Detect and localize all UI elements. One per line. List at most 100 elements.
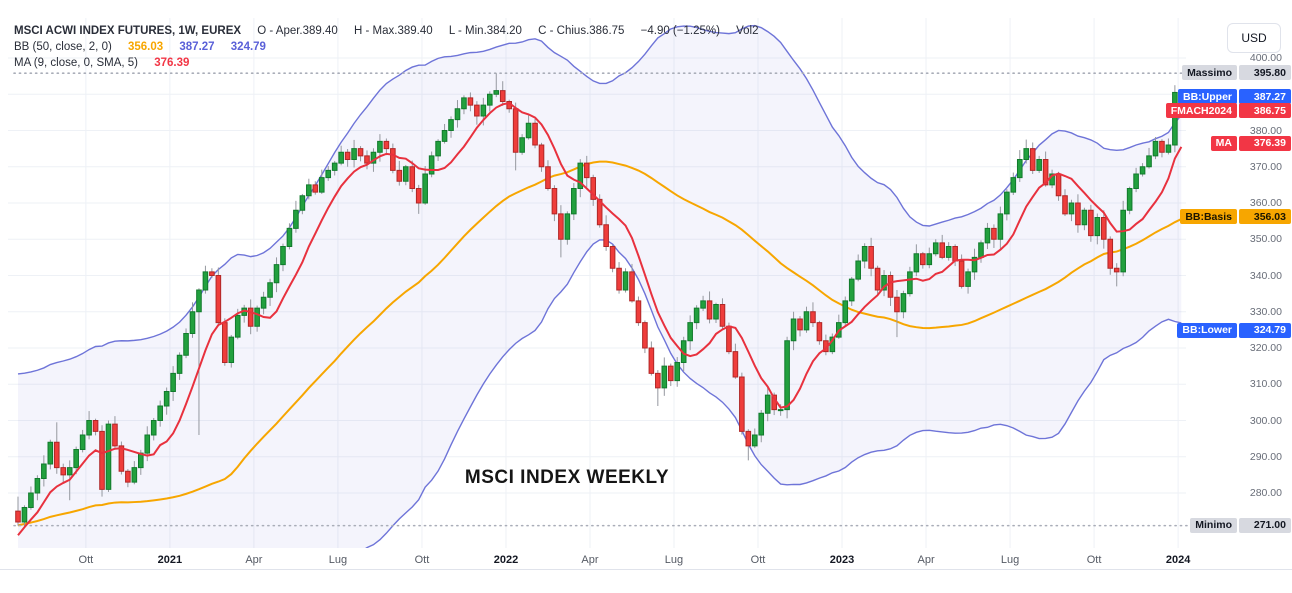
candle[interactable] [1172,91,1178,146]
candle[interactable] [454,108,461,121]
candle[interactable] [1100,217,1107,240]
candle[interactable] [474,104,480,117]
candle[interactable] [99,430,105,490]
candle[interactable] [571,188,577,215]
candle[interactable] [254,307,260,327]
time-label-month[interactable]: Ott [414,554,430,566]
candle[interactable] [15,510,21,523]
time-label-month[interactable]: Lug [664,554,684,566]
candle[interactable] [1139,166,1146,175]
candle[interactable] [196,289,202,313]
candle[interactable] [1120,209,1126,273]
time-label-month[interactable]: Lug [328,554,348,566]
candle[interactable] [467,97,474,106]
candle[interactable] [971,256,978,273]
candle[interactable] [441,130,448,142]
candle[interactable] [713,304,719,320]
candle[interactable] [422,173,428,204]
candle[interactable] [945,246,952,258]
candle[interactable] [603,224,609,247]
candle[interactable] [984,227,991,244]
candle[interactable] [273,264,280,284]
candle[interactable] [1036,159,1042,171]
candle[interactable] [816,322,823,342]
candle[interactable] [868,246,874,269]
candle[interactable] [486,93,493,106]
ma-indicator-legend[interactable]: MA (9, close, 0, SMA, 5) 376.39 [14,57,202,69]
time-label-year[interactable]: 2023 [829,554,855,566]
candle[interactable] [228,336,235,363]
candle[interactable] [79,434,86,450]
candle[interactable] [887,275,894,298]
candle[interactable] [874,267,881,291]
candle[interactable] [493,90,500,95]
candle[interactable] [952,246,958,262]
candle[interactable] [538,144,545,168]
candle[interactable] [1081,209,1088,226]
candle[interactable] [648,347,655,374]
candle[interactable] [118,445,125,472]
candle[interactable] [215,275,222,324]
candle[interactable] [1094,217,1101,237]
candle[interactable] [797,318,803,331]
candle[interactable] [881,275,887,291]
time-label-year[interactable]: 2024 [1165,554,1191,566]
candle[interactable] [448,119,454,131]
candle[interactable] [293,209,299,229]
candle[interactable] [719,304,726,327]
candle[interactable] [674,362,681,382]
candle[interactable] [1113,267,1120,273]
candle[interactable] [66,467,73,476]
candle[interactable] [125,470,131,483]
candle[interactable] [616,267,622,291]
candle[interactable] [622,271,629,291]
candle[interactable] [596,198,603,226]
candle[interactable] [92,420,99,432]
candle[interactable] [861,246,868,262]
candle[interactable] [558,213,564,240]
candle[interactable] [1062,195,1068,215]
candle[interactable] [1042,159,1049,186]
candle[interactable] [842,300,849,324]
candle[interactable] [848,278,855,302]
price-axis[interactable]: 400.00390.00380.00370.00360.00350.00340.… [1165,0,1292,570]
candle[interactable] [1016,159,1023,179]
candle[interactable] [390,148,396,171]
candle[interactable] [260,296,267,309]
candle[interactable] [34,478,41,494]
candle[interactable] [112,423,118,447]
candle[interactable] [803,311,810,331]
candle[interactable] [655,372,661,389]
candle[interactable] [409,166,416,189]
symbol-header-row[interactable]: MSCI ACWI INDEX FUTURES, 1W, EUREX O - A… [14,25,772,37]
candle[interactable] [41,463,47,479]
candle[interactable] [461,97,467,110]
candle[interactable] [739,376,745,432]
candle[interactable] [234,314,241,338]
candle[interactable] [991,227,997,240]
candle[interactable] [299,195,306,211]
candle[interactable] [894,296,900,313]
candle[interactable] [86,420,92,436]
candle[interactable] [1146,155,1152,168]
candle[interactable] [958,260,965,287]
time-label-month[interactable]: Lug [1000,554,1020,566]
candle[interactable] [907,271,913,295]
candle[interactable] [344,151,351,160]
time-label-month[interactable]: Ott [78,554,94,566]
candle[interactable] [545,166,551,189]
candle[interactable] [357,148,364,157]
candle[interactable] [377,140,383,153]
candle[interactable] [312,184,319,193]
candle[interactable] [28,492,34,508]
candle[interactable] [73,449,79,469]
candle[interactable] [351,148,357,160]
candle[interactable] [202,271,209,291]
candle[interactable] [131,467,138,483]
candle[interactable] [920,253,926,266]
candle[interactable] [1010,177,1017,193]
candle[interactable] [1055,173,1062,197]
candle[interactable] [280,246,286,266]
candle[interactable] [1152,140,1159,157]
